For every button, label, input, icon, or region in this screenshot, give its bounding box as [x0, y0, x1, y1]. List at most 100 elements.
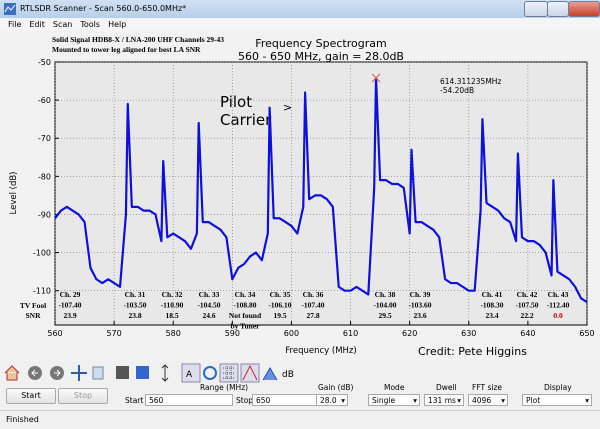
display-select[interactable]: Plot	[522, 394, 592, 407]
channel-annotation: -107.50	[515, 301, 538, 310]
minimize-button[interactable]	[524, 1, 548, 17]
status-text: Finished	[6, 415, 39, 424]
channel-annotation: Ch. 39	[410, 290, 431, 299]
channel-annotation: Ch. 38	[375, 290, 396, 299]
channel-annotation: Ch. 36	[303, 290, 324, 299]
channel-annotation: -104.00	[373, 301, 396, 310]
x-axis-label: Frequency (MHz)	[285, 346, 356, 356]
channel-annotation: -103.50	[123, 301, 146, 310]
y-axis-label: Level (dB)	[9, 172, 19, 215]
channel-annotation: 29.5	[378, 311, 391, 320]
chart-subtitle: 560 - 650 MHz, gain = 28.0dB	[238, 50, 404, 63]
x-tick-label: 560	[47, 329, 62, 338]
credit: Credit: Pete Higgins	[418, 345, 527, 358]
window-title: RTLSDR Scanner - Scan 560.0-650.0MHz*	[20, 4, 187, 13]
start-button[interactable]: Start	[6, 388, 56, 404]
stop-label: Stop	[236, 396, 254, 405]
channel-annotation: 23.6	[413, 311, 426, 320]
peak-icon[interactable]	[240, 363, 260, 383]
icon-glyph: A	[186, 370, 193, 380]
channel-annotation: Ch. 32	[162, 290, 183, 299]
y-tick-label: -110	[33, 287, 51, 296]
channel-annotation: Ch. 35	[270, 290, 291, 299]
channel-annotation: -106.10	[268, 301, 291, 310]
channel-annotation: by Tuner	[231, 322, 261, 331]
pan-icon[interactable]	[71, 365, 87, 381]
home-icon[interactable]	[4, 365, 20, 381]
pilot-arrow: >	[283, 101, 292, 114]
menu-item[interactable]: Scan	[52, 20, 73, 29]
channel-annotation: 18.5	[165, 311, 178, 320]
row-label: TV Fool	[20, 301, 46, 310]
title-bar: RTLSDR Scanner - Scan 560.0-650.0MHz*	[0, 0, 600, 18]
fill-icon[interactable]	[262, 367, 278, 381]
configure-icon[interactable]	[116, 366, 129, 379]
plot-area	[54, 61, 588, 326]
channel-annotation: 0.0	[553, 311, 563, 320]
gain-select[interactable]: 28.0	[316, 394, 348, 407]
channel-annotation: Ch. 34	[235, 290, 256, 299]
channel-annotation: 22.2	[520, 311, 533, 320]
note: Solid Signal HDB8-X / LNA-200 UHF Channe…	[52, 35, 224, 44]
range-label: Range (MHz)	[200, 383, 249, 392]
dwell-select[interactable]: 131 ms	[424, 394, 464, 407]
stop-button[interactable]: Stop	[58, 388, 108, 404]
channel-annotation: Ch. 43	[548, 290, 569, 299]
chart-title: Frequency Spectrogram	[255, 37, 386, 50]
fft-select[interactable]: 4096	[468, 394, 508, 407]
peak-marker	[371, 73, 381, 83]
mode-select[interactable]: Single	[368, 394, 420, 407]
x-tick-label: 600	[284, 329, 299, 338]
menu-bar: File Edit Scan Tools Help	[0, 18, 600, 31]
start-label: Start	[125, 396, 144, 405]
dwell-label: Dwell	[436, 383, 457, 392]
control-panel: Start Stop Range (MHz) Start 560 Stop 65…	[0, 383, 600, 409]
channel-annotation: 23.8	[128, 311, 141, 320]
channel-annotation: Ch. 41	[482, 290, 503, 299]
menu-item[interactable]: Help	[108, 20, 127, 29]
save-icon[interactable]	[136, 366, 149, 379]
x-tick-label: 650	[579, 329, 594, 338]
close-button[interactable]	[568, 1, 600, 17]
display-label: Display	[544, 383, 572, 392]
note: Mounted to tower leg aligned for best LA…	[52, 45, 201, 54]
scale-icon[interactable]	[161, 364, 169, 382]
status-bar: Finished	[0, 410, 600, 429]
fft-label: FFT size	[472, 383, 503, 392]
pilot-note: Carrier	[220, 111, 272, 129]
channel-annotation: -110.90	[161, 301, 184, 310]
channel-annotation: Ch. 42	[517, 290, 538, 299]
channel-annotation: -112.40	[547, 301, 570, 310]
x-tick-label: 590	[225, 329, 240, 338]
refresh-icon[interactable]	[203, 366, 217, 380]
start-input[interactable]: 560	[145, 394, 233, 406]
channel-annotation: Not found	[229, 311, 262, 320]
row-label: SNR	[25, 311, 41, 320]
auto-scale-icon[interactable]	[181, 363, 201, 383]
channel-annotation: -108.30	[480, 301, 503, 310]
channel-annotation: -103.60	[408, 301, 431, 310]
pilot-note: Pilot	[220, 93, 252, 111]
app-icon	[4, 3, 16, 15]
menu-item[interactable]: Edit	[29, 20, 45, 29]
y-tick-label: -90	[38, 210, 51, 219]
x-tick-label: 580	[166, 329, 181, 338]
channel-annotation: 23.9	[63, 311, 76, 320]
y-tick-label: -50	[38, 58, 51, 67]
spectrum-line	[54, 76, 588, 304]
channel-annotation: 19.5	[273, 311, 286, 320]
channel-annotation: -107.40	[301, 301, 324, 310]
x-tick-label: 570	[106, 329, 121, 338]
menu-item[interactable]: File	[8, 20, 22, 29]
channel-annotation: Ch. 31	[125, 290, 146, 299]
channel-annotation: Ch. 29	[60, 290, 81, 299]
y-tick-label: -100	[33, 249, 51, 258]
zoom-icon[interactable]	[92, 366, 104, 380]
maximize-button[interactable]	[547, 1, 569, 17]
menu-item[interactable]: Tools	[80, 20, 101, 29]
x-tick-label: 630	[461, 329, 476, 338]
y-tick-label: -80	[38, 172, 51, 181]
toolbar: A dB	[4, 363, 294, 383]
marker-label: -54.20dB	[440, 86, 474, 95]
